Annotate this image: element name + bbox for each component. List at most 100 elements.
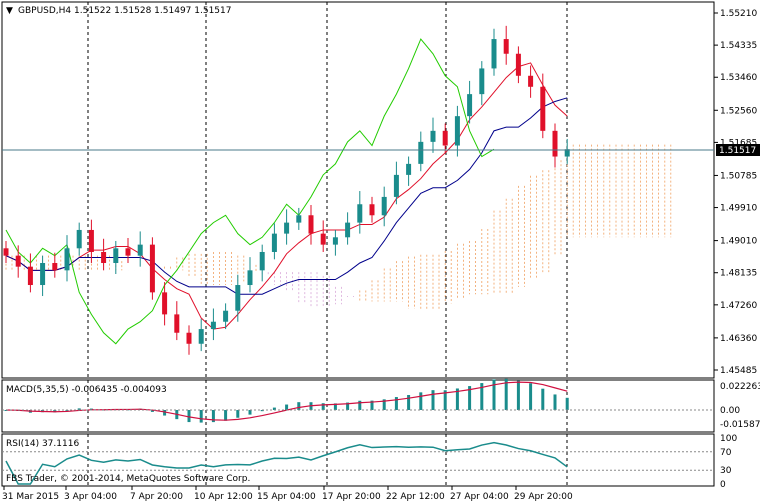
macd-bar [394,397,398,410]
time-axis-label: 29 Apr 20:00 [514,492,573,502]
symbol-header: GBPUSD,H4 1.51522 1.51528 1.51497 1.5151… [18,6,231,16]
candle-body [137,244,143,256]
macd-bar [382,399,386,410]
macd-panel-frame [1,379,715,433]
macd-bar [370,400,374,410]
candle-body [284,222,290,234]
candle-body [186,332,192,344]
copyright-text: FBS Trader, © 2001-2014, MetaQuotes Soft… [6,474,250,484]
macd-bar [346,402,350,410]
macd-bar [199,410,203,423]
candle-body [393,174,399,197]
candle-body [27,266,33,286]
macd-bar [455,388,459,410]
macd-bar [492,379,496,410]
candle-body [418,141,424,164]
candle-body [369,204,375,216]
symbol-dropdown-icon[interactable]: ▼ [6,6,13,16]
price-axis-label: 1.49010 [720,237,757,247]
candle-body [210,321,216,330]
macd-axis-label: 0.00 [720,406,740,416]
price-axis-label: 1.45485 [720,366,757,376]
time-axis-label: 3 Apr 04:00 [64,492,117,502]
macd-bar [321,403,325,410]
price-axis-label: 1.52560 [720,106,757,116]
chikou-span-line [5,38,495,345]
macd-bar [358,400,362,410]
candle-body [149,244,155,293]
macd-bar [504,378,508,410]
candle-body [467,94,473,117]
candle-body [40,262,46,286]
candle-body [296,215,302,223]
candle-body [101,251,107,263]
candle-body [223,310,229,322]
current-price-label: 1.51517 [719,146,756,156]
candle-body [381,196,387,216]
candle-body [357,204,363,223]
rsi-label: RSI(14) 37.1116 [6,439,79,449]
macd-bar [248,410,252,415]
rsi-axis-label: 100 [720,434,737,444]
price-axis-label: 1.48135 [720,269,757,279]
macd-bar [541,388,545,410]
macd-bar [77,408,81,410]
macd-indicator [2,378,714,423]
candle-body [345,222,351,238]
macd-bar [236,410,240,418]
macd-bar [285,404,289,410]
rsi-line [5,441,568,485]
vertical-grid [1,2,568,486]
macd-bar [553,394,557,410]
macd-bar [529,383,533,410]
rsi-indicator [2,441,714,485]
macd-label: MACD(5,35,5) -0.006435 -0.004093 [6,385,167,395]
candle-body [564,149,570,157]
candle-body [88,229,94,252]
candlesticks [3,25,570,355]
time-axis-label: 7 Apr 20:00 [130,492,183,502]
candle-body [235,285,241,311]
candle-body [442,130,448,146]
candle-body [15,255,21,267]
candle-body [308,215,314,234]
current-price-tag [716,144,760,156]
price-axis-label: 1.46360 [720,334,757,344]
time-axis: 31 Mar 2015 3 Apr 04:00 7 Apr 20:00 10 Apr … [2,486,573,502]
time-axis-label: 31 Mar 2015 [2,492,59,502]
candle-body [515,53,521,76]
candle-body [320,233,326,245]
price-axis-label: 1.55210 [720,9,757,19]
candle-body [198,329,204,344]
macd-axis-label: -0.015873 [720,420,760,430]
time-axis-label: 17 Apr 20:00 [322,492,381,502]
macd-bar [297,402,301,410]
macd-bar [419,392,423,410]
macd-bar [150,410,154,412]
macd-bar [468,386,472,410]
candle-body [430,130,436,142]
candle-body [76,229,82,249]
macd-bar [211,410,215,423]
ichimoku-lines [5,38,568,345]
time-axis-label: 15 Apr 04:00 [257,492,316,502]
macd-axis: 0.022263 0.00 -0.015873 [720,382,760,430]
kijun-sen-line [5,97,568,295]
price-axis-label: 1.53460 [720,73,757,83]
macd-bar [187,410,191,423]
candle-body [552,130,558,157]
macd-bar [272,407,276,410]
candle-body [406,163,412,175]
candle-body [479,68,485,95]
candle-body [125,248,131,256]
rsi-axis-label: 0 [720,480,726,490]
rsi-axis-label: 70 [720,448,732,458]
rsi-axis-label: 30 [720,466,732,476]
candle-body [528,75,534,87]
time-axis-label: 22 Apr 12:00 [386,492,445,502]
ichimoku-cloud [5,144,672,309]
macd-bar [443,390,447,410]
candle-body [259,251,265,271]
rsi-axis: 100 70 30 0 [720,434,737,490]
